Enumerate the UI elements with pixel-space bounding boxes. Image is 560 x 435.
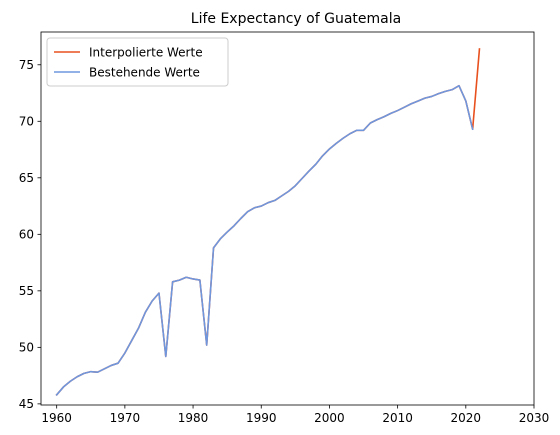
y-tick-label: 60 [19,228,34,242]
legend-box [46,37,229,87]
x-tick-label: 1970 [110,411,141,425]
y-tick-label: 55 [19,284,34,298]
y-tick-label: 65 [19,171,34,185]
x-tick-label: 1980 [178,411,209,425]
x-tick-label: 1960 [41,411,72,425]
x-tick-label: 2020 [451,411,482,425]
legend-label: Interpolierte Werte [89,45,203,59]
x-tick-label: 1990 [246,411,277,425]
y-tick-label: 75 [19,58,34,72]
y-axis: 45 50 55 60 65 70 75 [19,58,41,411]
x-tick-label: 2030 [519,411,550,425]
legend-label: Bestehende Werte [89,65,200,79]
y-tick-label: 45 [19,397,34,411]
legend: Interpolierte Werte Bestehende Werte [46,37,229,87]
x-axis: 1960 1970 1980 1990 2000 2010 2020 2030 [41,405,549,425]
series-line-2 [55,84,474,396]
x-tick-label: 2010 [382,411,413,425]
y-tick-label: 50 [19,341,34,355]
chart-title: Life Expectancy of Guatemala [191,11,401,27]
series-layer [55,48,481,396]
y-tick-label: 70 [19,115,34,129]
plot-frame [40,31,535,406]
x-tick-label: 2000 [314,411,345,425]
